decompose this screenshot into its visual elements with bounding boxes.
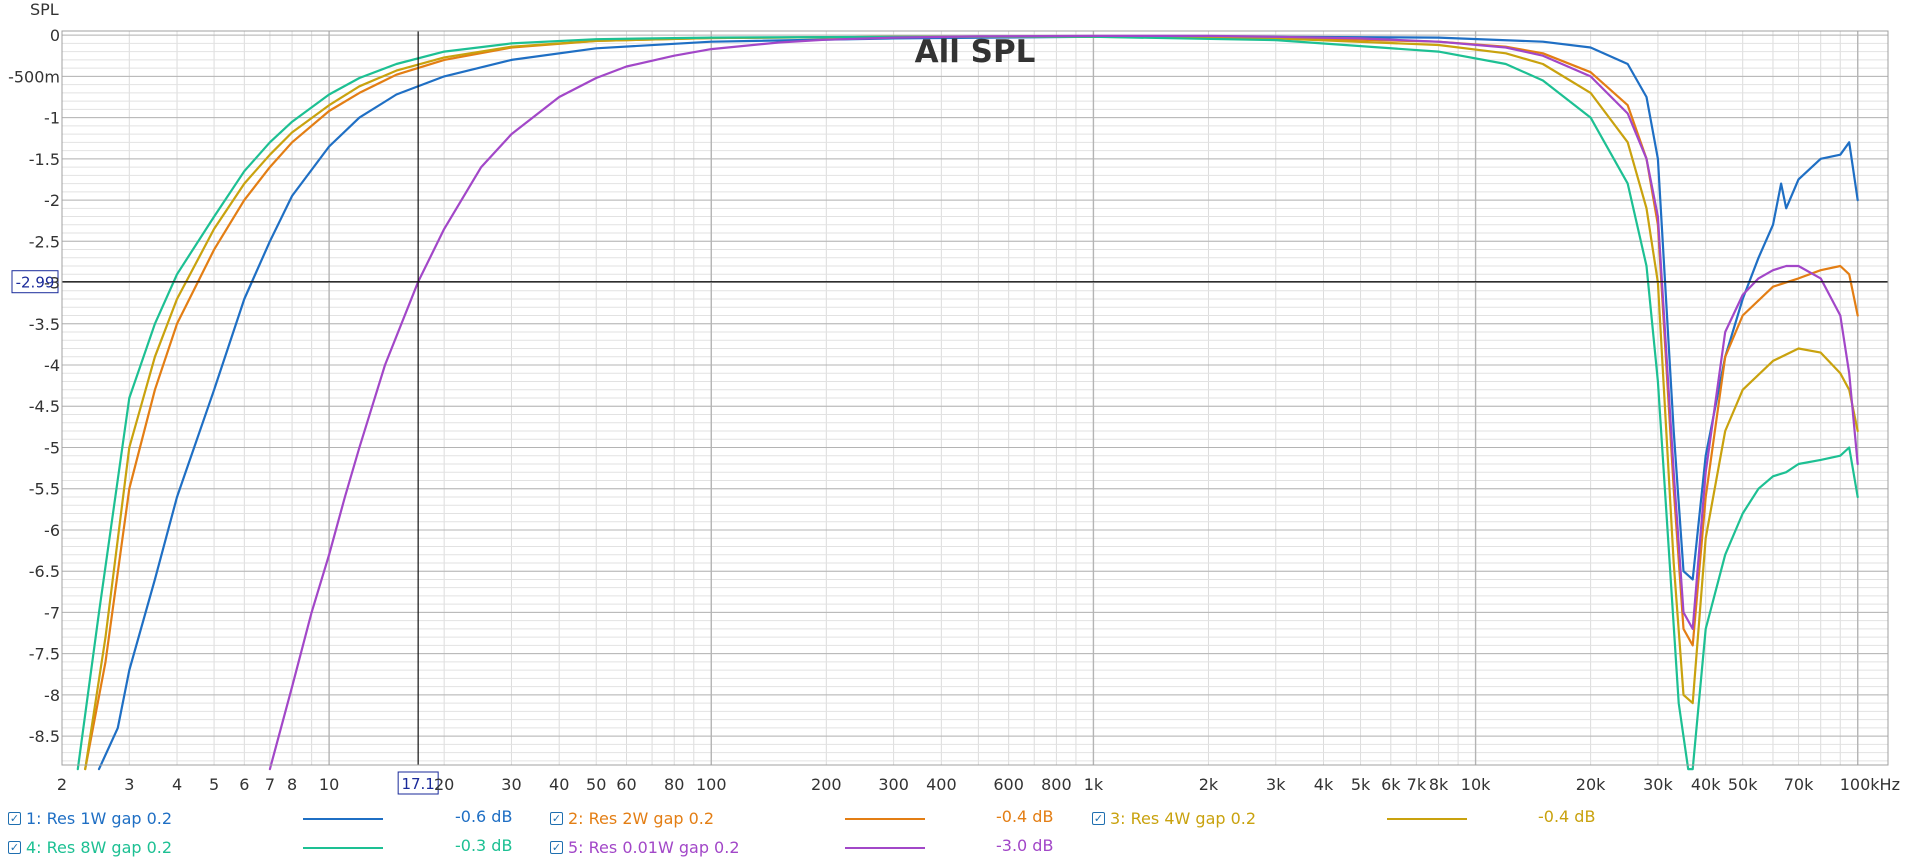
- y-tick-label: -2: [44, 191, 60, 210]
- series-line-4: [76, 35, 1859, 771]
- axes: 0 -500m -1 -1.5 -2 -2.5 -3 -3.5 -4 -4.5 -5 -5.5 -6 -6…: [8, 26, 1900, 794]
- x-tick-label: 100: [696, 775, 727, 794]
- x-tick-label: 80: [664, 775, 684, 794]
- y-tick-label: -1: [44, 109, 60, 128]
- y-tick-label: -5: [44, 438, 60, 457]
- x-tick-label: 6: [239, 775, 249, 794]
- x-tick-label: 20: [434, 775, 454, 794]
- x-tick-label: 30k: [1643, 775, 1673, 794]
- x-tick-label: 8k: [1429, 775, 1449, 794]
- y-tick-label: -5.5: [29, 480, 60, 499]
- x-tick-label: 300: [878, 775, 909, 794]
- legend-label: 2: Res 2W gap 0.2: [568, 808, 715, 828]
- y-tick-label: -500m: [8, 67, 60, 86]
- legend-item-4[interactable]: ✓ 4: Res 8W gap 0.2: [8, 835, 172, 859]
- x-tick-label: 2: [57, 775, 67, 794]
- x-tick-label: 100kHz: [1840, 775, 1900, 794]
- x-tick-label: 40k: [1691, 775, 1721, 794]
- x-tick-label: 4k: [1314, 775, 1334, 794]
- x-tick-label: 70k: [1784, 775, 1814, 794]
- x-tick-label: 10: [319, 775, 339, 794]
- x-tick-label: 3: [124, 775, 134, 794]
- y-tick-label: -3: [44, 274, 60, 293]
- series-line-1: [97, 35, 1859, 771]
- legend-item-1[interactable]: ✓ 1: Res 1W gap 0.2: [8, 806, 172, 830]
- y-tick-label: -7: [44, 603, 60, 622]
- plot-frame: [61, 30, 1889, 766]
- y-tick-label: 0: [50, 26, 60, 45]
- legend-label: 5: Res 0.01W gap 0.2: [568, 837, 740, 857]
- x-tick-label: 5k: [1351, 775, 1371, 794]
- y-tick-label: -2.5: [29, 232, 60, 251]
- legend-line-swatch: [845, 818, 925, 820]
- legend-value: -0.4 dB: [1538, 807, 1596, 826]
- y-tick-label: -4: [44, 356, 60, 375]
- legend: ✓ 1: Res 1W gap 0.2 -0.6 dB ✓ 2: Res 2W …: [0, 800, 1920, 863]
- chart-title: All SPL: [915, 34, 1036, 70]
- x-tick-label: 50k: [1728, 775, 1758, 794]
- x-tick-label: 800: [1041, 775, 1072, 794]
- legend-label: 1: Res 1W gap 0.2: [26, 808, 173, 828]
- y-tick-label: -1.5: [29, 150, 60, 169]
- x-tick-label: 400: [926, 775, 957, 794]
- x-tick-label: 50: [586, 775, 606, 794]
- x-tick-label: 5: [209, 775, 219, 794]
- y-tick-label: -3.5: [29, 315, 60, 334]
- x-tick-label: 2k: [1199, 775, 1219, 794]
- legend-line-swatch: [303, 818, 383, 820]
- x-tick-label: 7: [265, 775, 275, 794]
- legend-value: -0.3 dB: [455, 836, 513, 855]
- y-tick-label: -6.5: [29, 562, 60, 581]
- series-line-2: [84, 35, 1859, 771]
- x-tick-label: 3k: [1266, 775, 1286, 794]
- x-tick-label: 600: [993, 775, 1024, 794]
- y-tick-label: -8: [44, 686, 60, 705]
- x-tick-label: 6k: [1381, 775, 1401, 794]
- x-tick-label: 20k: [1576, 775, 1606, 794]
- legend-value: -3.0 dB: [996, 836, 1054, 855]
- x-tick-label: 60: [616, 775, 636, 794]
- checkbox-icon[interactable]: ✓: [1092, 811, 1105, 825]
- x-tick-label: 40: [549, 775, 569, 794]
- legend-label: 3: Res 4W gap 0.2: [1110, 808, 1257, 828]
- x-tick-label: 8: [287, 775, 297, 794]
- y-tick-label: -7.5: [29, 645, 60, 664]
- major-gridlines: [62, 31, 1888, 765]
- legend-item-5[interactable]: ✓ 5: Res 0.01W gap 0.2: [550, 835, 740, 859]
- legend-label: 4: Res 8W gap 0.2: [26, 837, 173, 857]
- legend-line-swatch: [303, 847, 383, 849]
- checkbox-icon[interactable]: ✓: [8, 840, 21, 854]
- cursor-y-readout-box: [11, 270, 59, 294]
- series-line-3: [84, 35, 1859, 771]
- legend-value: -0.6 dB: [455, 807, 513, 826]
- cursor-x-readout: 17.1: [401, 775, 434, 793]
- legend-line-swatch: [1387, 818, 1467, 820]
- x-tick-label: 4: [172, 775, 182, 794]
- legend-item-2[interactable]: ✓ 2: Res 2W gap 0.2: [550, 806, 714, 830]
- y-tick-label: -4.5: [29, 397, 60, 416]
- legend-value: -0.4 dB: [996, 807, 1054, 826]
- x-tick-label: 30: [501, 775, 521, 794]
- series-layer: [76, 34, 1859, 771]
- x-tick-label: 200: [811, 775, 842, 794]
- x-tick-label: 7k: [1407, 775, 1427, 794]
- cursor-x-readout-box: [397, 771, 439, 795]
- x-tick-label: 10k: [1461, 775, 1491, 794]
- checkbox-icon[interactable]: ✓: [8, 811, 21, 825]
- legend-line-swatch: [845, 847, 925, 849]
- y-tick-label: -8.5: [29, 727, 60, 746]
- cursor[interactable]: -2.99 17.1: [11, 31, 1888, 795]
- x-tick-label: 1k: [1084, 775, 1104, 794]
- legend-item-3[interactable]: ✓ 3: Res 4W gap 0.2: [1092, 806, 1256, 830]
- y-tick-label: -6: [44, 521, 60, 540]
- checkbox-icon[interactable]: ✓: [550, 811, 563, 825]
- series-line-5: [268, 34, 1859, 771]
- y-axis-label: SPL: [30, 0, 59, 19]
- cursor-y-readout: -2.99: [16, 274, 55, 292]
- checkbox-icon[interactable]: ✓: [550, 840, 563, 854]
